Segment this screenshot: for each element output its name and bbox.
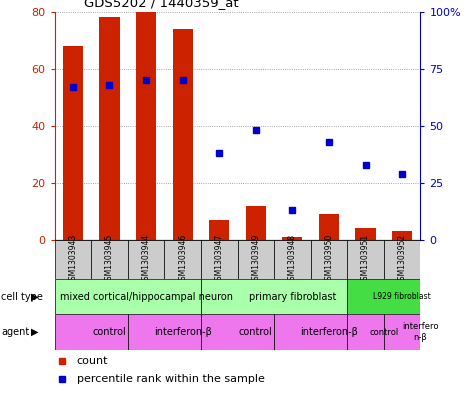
- Text: ▶: ▶: [31, 292, 38, 302]
- Text: L929 fibroblast: L929 fibroblast: [373, 292, 431, 301]
- Text: percentile rank within the sample: percentile rank within the sample: [76, 374, 265, 384]
- Text: GSM1303946: GSM1303946: [178, 234, 187, 285]
- Text: control: control: [239, 327, 273, 337]
- Text: count: count: [76, 356, 108, 366]
- Bar: [347, 314, 384, 350]
- Text: GSM1303950: GSM1303950: [324, 234, 333, 285]
- Text: GSM1303947: GSM1303947: [215, 234, 224, 285]
- Text: GSM1303948: GSM1303948: [288, 234, 297, 285]
- Bar: [347, 279, 420, 314]
- Text: ▶: ▶: [31, 327, 38, 337]
- Text: cell type: cell type: [1, 292, 43, 302]
- Text: GSM1303949: GSM1303949: [251, 234, 260, 285]
- Bar: [136, 12, 156, 240]
- Bar: [384, 240, 420, 279]
- Bar: [91, 240, 128, 279]
- Bar: [55, 314, 128, 350]
- Bar: [201, 314, 274, 350]
- Bar: [164, 240, 201, 279]
- Bar: [347, 240, 384, 279]
- Bar: [274, 240, 311, 279]
- Bar: [55, 240, 91, 279]
- Bar: [201, 279, 347, 314]
- Text: agent: agent: [1, 327, 29, 337]
- Bar: [384, 314, 420, 350]
- Bar: [201, 240, 238, 279]
- Text: interferon-β: interferon-β: [154, 327, 211, 337]
- Bar: [355, 228, 376, 240]
- Text: interfero
n-β: interfero n-β: [402, 322, 438, 342]
- Bar: [172, 29, 193, 240]
- Bar: [238, 240, 274, 279]
- Bar: [311, 240, 347, 279]
- Bar: [99, 17, 120, 240]
- Text: mixed cortical/hippocampal neuron: mixed cortical/hippocampal neuron: [59, 292, 233, 302]
- Bar: [128, 314, 201, 350]
- Text: GDS5202 / 1440359_at: GDS5202 / 1440359_at: [84, 0, 238, 9]
- Text: control: control: [93, 327, 126, 337]
- Text: GSM1303945: GSM1303945: [105, 234, 114, 285]
- Text: GSM1303943: GSM1303943: [68, 234, 77, 285]
- Bar: [282, 237, 303, 240]
- Text: GSM1303952: GSM1303952: [398, 234, 407, 285]
- Text: control: control: [369, 328, 399, 336]
- Bar: [392, 231, 412, 240]
- Bar: [55, 279, 201, 314]
- Bar: [209, 220, 229, 240]
- Bar: [319, 214, 339, 240]
- Bar: [246, 206, 266, 240]
- Bar: [274, 314, 347, 350]
- Bar: [63, 46, 83, 240]
- Text: GSM1303944: GSM1303944: [142, 234, 151, 285]
- Text: interferon-β: interferon-β: [300, 327, 358, 337]
- Bar: [128, 240, 164, 279]
- Text: primary fibroblast: primary fibroblast: [249, 292, 336, 302]
- Text: GSM1303951: GSM1303951: [361, 234, 370, 285]
